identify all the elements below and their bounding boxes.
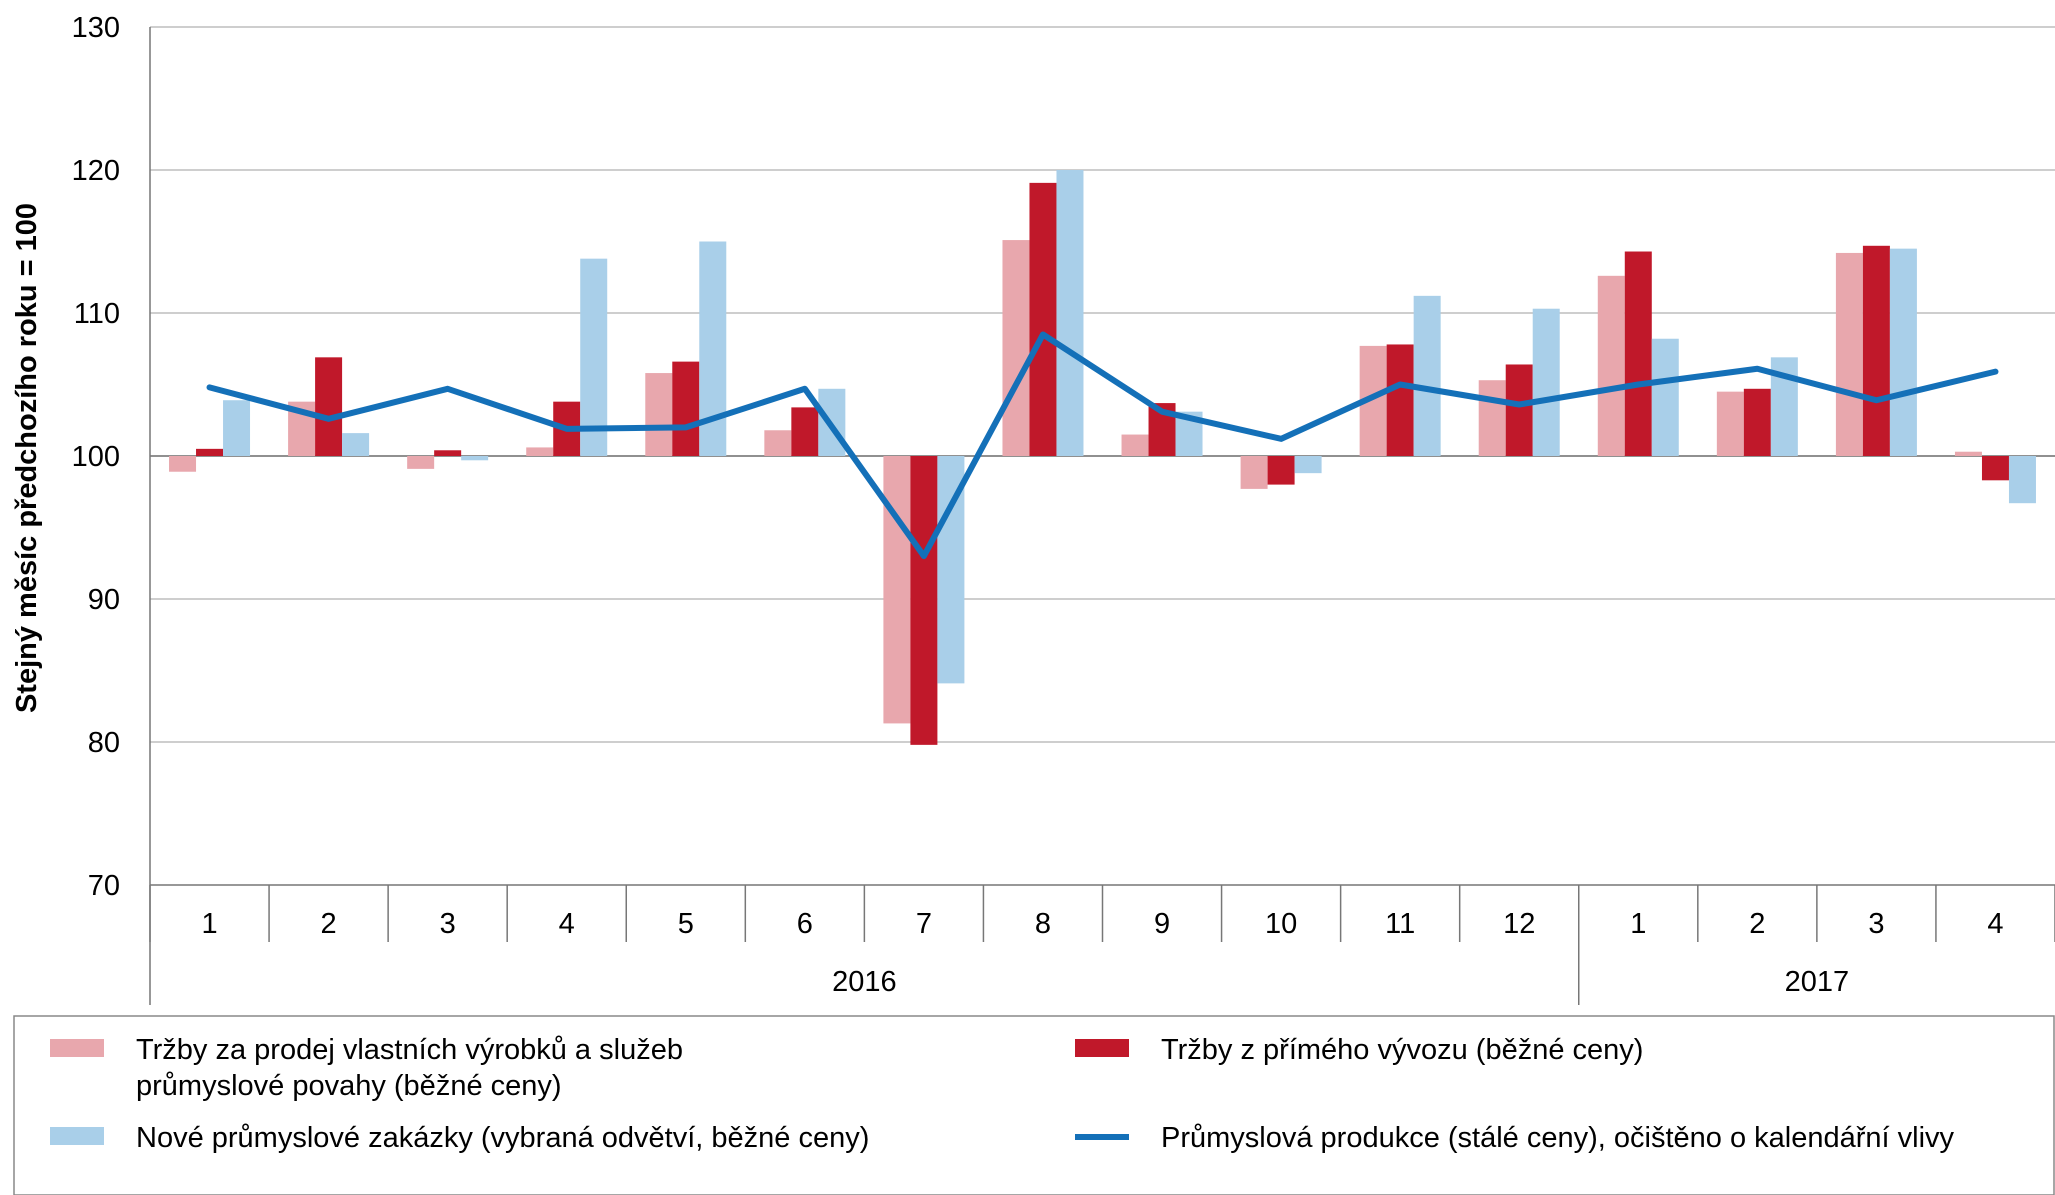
axes (149, 27, 2055, 1005)
legend-label: Průmyslová produkce (stálé ceny), očiště… (1161, 1122, 1955, 1154)
bar-series-2 (672, 361, 700, 456)
x-tick-label: 1 (1630, 908, 1646, 940)
legend-label: Tržby za prodej vlastních výrobků a služ… (136, 1034, 683, 1066)
bar-series-3 (1889, 248, 1917, 456)
bar-series-1 (1121, 434, 1149, 456)
bar-series-2 (791, 407, 819, 456)
y-tick-label: 90 (88, 584, 120, 616)
bar-series-1 (407, 456, 435, 469)
bar-series-3 (1651, 338, 1679, 456)
bars (169, 170, 2036, 745)
line-series-4 (206, 331, 1999, 560)
bar-series-2 (434, 450, 462, 456)
x-tick-label: 4 (559, 908, 575, 940)
gridlines (150, 26, 2055, 743)
bar-series-3 (1413, 295, 1441, 456)
x-tick-label: 12 (1503, 908, 1535, 940)
bar-series-1 (764, 430, 792, 456)
x-tick-label: 10 (1265, 908, 1297, 940)
bar-series-3 (223, 400, 251, 456)
bar-series-2 (1505, 364, 1533, 456)
x-tick-label: 8 (1035, 908, 1051, 940)
bar-series-2 (1029, 182, 1057, 456)
legend-label: Nové průmyslové zakázky (vybraná odvětví… (136, 1122, 869, 1154)
line-series (206, 331, 1999, 560)
bar-series-1 (1002, 240, 1030, 456)
y-tick-label: 70 (88, 870, 120, 902)
y-tick-label: 110 (74, 298, 120, 330)
bar-series-2 (315, 357, 343, 456)
x-tick-label: 2 (1749, 908, 1765, 940)
bar-series-1 (1240, 456, 1268, 489)
bar-series-2 (1743, 388, 1771, 456)
legend-label: průmyslové povahy (běžné ceny) (136, 1070, 562, 1102)
bar-series-1 (1597, 275, 1625, 456)
bar-series-1 (645, 373, 673, 456)
x-tick-label: 9 (1154, 908, 1170, 940)
bar-series-3 (2008, 456, 2036, 504)
bar-series-3 (1056, 170, 1084, 456)
legend-label: Tržby z přímého vývozu (běžné ceny) (1161, 1034, 1643, 1066)
bar-series-1 (1716, 391, 1744, 456)
x-tick-label: 6 (797, 908, 813, 940)
legend-frame (13, 1015, 2055, 1195)
bar-series-1 (1478, 380, 1506, 456)
bar-series-3 (342, 433, 370, 456)
bar-series-1 (883, 456, 911, 724)
y-axis-title: Stejný měsíc předchozího roku = 100 (11, 203, 43, 713)
bar-series-2 (1624, 251, 1652, 456)
bar-series-2 (910, 456, 938, 745)
x-tick-label: 11 (1385, 908, 1415, 940)
bar-series-3 (461, 456, 489, 461)
x-tick-label: 5 (678, 908, 694, 940)
x-tick-label: 2 (321, 908, 337, 940)
x-tick-label: 3 (1868, 908, 1884, 940)
bar-series-1 (169, 456, 197, 472)
y-tick-label: 100 (72, 441, 120, 473)
bar-series-1 (1954, 451, 1982, 456)
x-tick-label: 3 (440, 908, 456, 940)
legend-swatch (50, 1127, 104, 1145)
x-group-label: 2016 (832, 966, 897, 998)
legend: Tržby za prodej vlastních výrobků a služ… (50, 1034, 1955, 1154)
bar-series-3 (580, 258, 608, 456)
x-group-label: 2017 (1785, 966, 1850, 998)
x-tick-label: 7 (916, 908, 932, 940)
bar-series-2 (196, 448, 224, 456)
bar-series-2 (1386, 344, 1414, 456)
y-tick-label: 120 (72, 155, 120, 187)
y-tick-label: 130 (72, 12, 120, 44)
bar-series-3 (1532, 308, 1560, 456)
x-tick-label: 1 (201, 908, 217, 940)
x-tick-label: 4 (1987, 908, 2003, 940)
bar-series-2 (1267, 456, 1295, 485)
legend-swatch (50, 1039, 104, 1057)
bar-series-1 (526, 447, 554, 456)
legend-swatch (1075, 1039, 1129, 1057)
bar-series-2 (1981, 456, 2009, 481)
bar-series-1 (1835, 252, 1863, 456)
y-tick-label: 80 (88, 727, 120, 759)
bar-series-3 (1294, 456, 1322, 474)
bar-series-2 (1862, 245, 1890, 456)
